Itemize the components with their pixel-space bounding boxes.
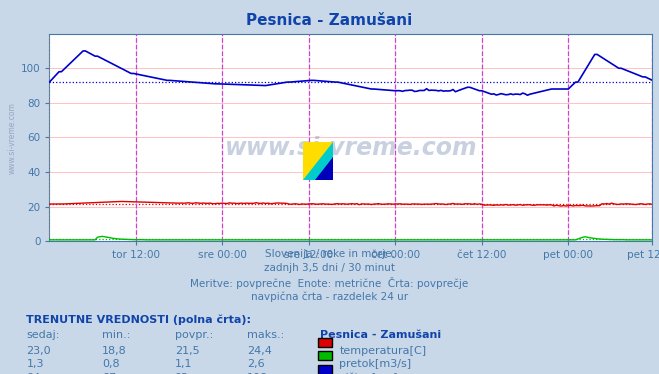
Text: 21,5: 21,5 <box>175 346 199 356</box>
Text: www.si-vreme.com: www.si-vreme.com <box>225 136 477 160</box>
Text: sedaj:: sedaj: <box>26 330 60 340</box>
Text: 0,8: 0,8 <box>102 359 120 369</box>
Text: povpr.:: povpr.: <box>175 330 213 340</box>
Text: www.si-vreme.com: www.si-vreme.com <box>8 102 17 174</box>
Text: Pesnica - Zamušani: Pesnica - Zamušani <box>246 13 413 28</box>
Text: 2,6: 2,6 <box>247 359 265 369</box>
Text: navpična črta - razdelek 24 ur: navpična črta - razdelek 24 ur <box>251 291 408 302</box>
Text: TRENUTNE VREDNOSTI (polna črta):: TRENUTNE VREDNOSTI (polna črta): <box>26 314 251 325</box>
Text: pretok[m3/s]: pretok[m3/s] <box>339 359 411 369</box>
Text: maks.:: maks.: <box>247 330 285 340</box>
Text: temperatura[C]: temperatura[C] <box>339 346 426 356</box>
Text: 92: 92 <box>175 373 189 374</box>
Polygon shape <box>303 142 333 180</box>
Polygon shape <box>315 157 333 180</box>
Text: Pesnica - Zamušani: Pesnica - Zamušani <box>320 330 441 340</box>
Text: 23,0: 23,0 <box>26 346 51 356</box>
Text: 94: 94 <box>26 373 41 374</box>
Text: 1,3: 1,3 <box>26 359 44 369</box>
Text: Meritve: povprečne  Enote: metrične  Črta: povprečje: Meritve: povprečne Enote: metrične Črta:… <box>190 277 469 289</box>
Text: 108: 108 <box>247 373 268 374</box>
Text: 18,8: 18,8 <box>102 346 127 356</box>
Text: Slovenija / reke in morje.: Slovenija / reke in morje. <box>264 249 395 259</box>
Text: višina[cm]: višina[cm] <box>339 373 398 374</box>
Text: 24,4: 24,4 <box>247 346 272 356</box>
Text: zadnjh 3,5 dni / 30 minut: zadnjh 3,5 dni / 30 minut <box>264 263 395 273</box>
Text: 1,1: 1,1 <box>175 359 192 369</box>
Text: min.:: min.: <box>102 330 130 340</box>
Text: 87: 87 <box>102 373 117 374</box>
